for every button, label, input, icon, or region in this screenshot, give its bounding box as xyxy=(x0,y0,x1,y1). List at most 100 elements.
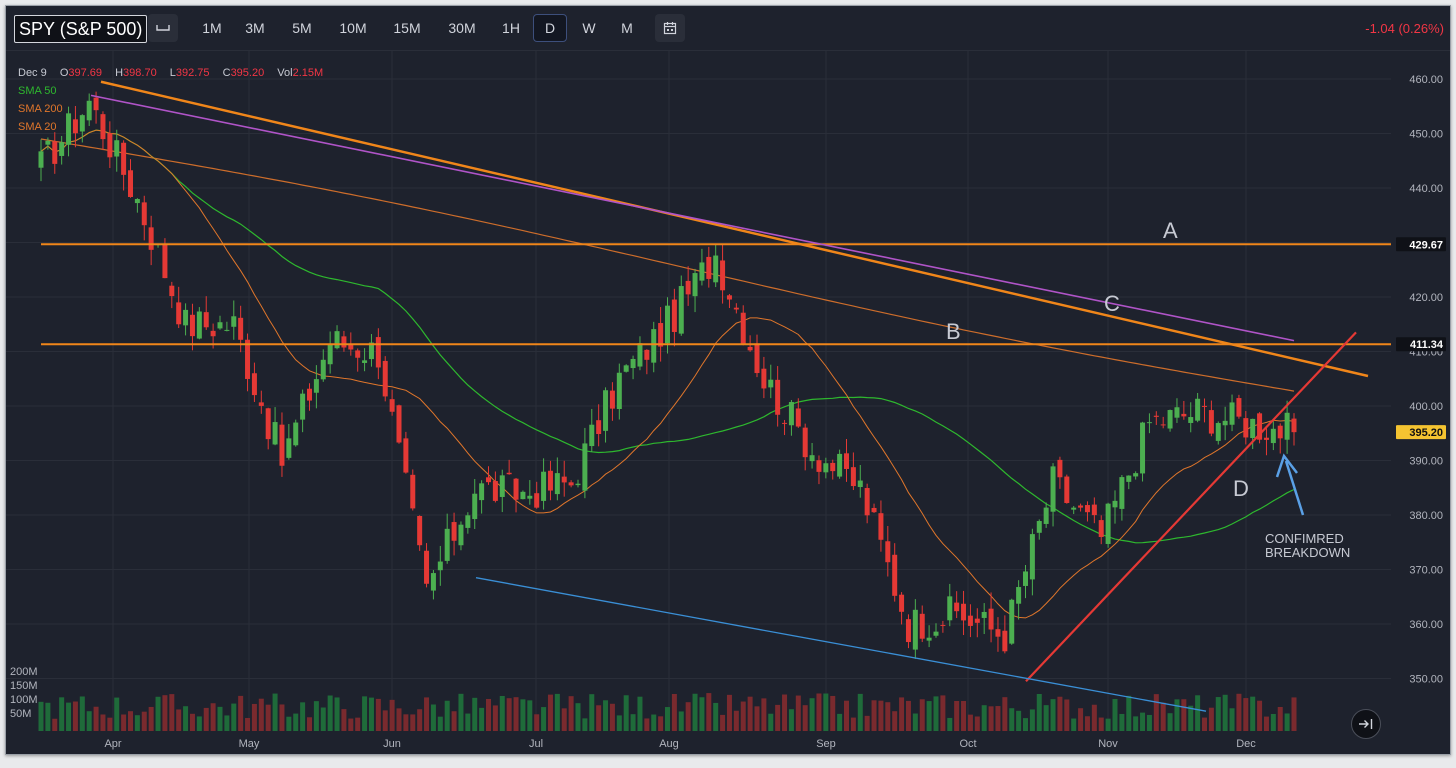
volume-bar xyxy=(823,693,829,731)
rising-support-trendline[interactable] xyxy=(1025,331,1357,682)
candle-body xyxy=(885,541,891,563)
volume-bar xyxy=(974,716,980,731)
date-range-button[interactable] xyxy=(655,14,685,42)
volume-bar xyxy=(589,694,595,731)
timeframe-30M[interactable]: 30M xyxy=(448,20,476,36)
candle-body xyxy=(1243,418,1249,438)
timeframe-W[interactable]: W xyxy=(582,20,596,36)
candle-body xyxy=(1250,418,1256,438)
volume-bar xyxy=(348,718,354,731)
candle-body xyxy=(1119,477,1125,509)
volume-bar xyxy=(582,718,588,731)
volume-bar xyxy=(196,716,202,731)
volume-bar xyxy=(541,707,547,731)
volume-bar xyxy=(1043,705,1049,731)
volume-bar xyxy=(802,705,808,731)
timeframe-D[interactable]: D xyxy=(533,14,567,42)
descending-purple-trendline[interactable] xyxy=(90,94,1295,342)
candle-body xyxy=(561,476,567,483)
volume-bar xyxy=(1277,706,1283,731)
candle-body xyxy=(541,471,547,501)
time-axis[interactable]: Apr May Jun Jul Aug Sep Oct Nov Dec xyxy=(104,738,1256,750)
volume-bar xyxy=(486,698,491,731)
volume-bar xyxy=(1250,696,1256,731)
candle-body xyxy=(1229,402,1235,425)
price-axis[interactable]: 460.00450.00440.00430.00420.00410.00400.… xyxy=(1409,74,1443,686)
candle-body xyxy=(389,399,395,412)
candle-body xyxy=(692,273,698,297)
candle-body xyxy=(189,314,195,337)
candle-body xyxy=(79,115,85,132)
volume-bar xyxy=(217,706,223,731)
volume-bar xyxy=(905,700,911,731)
candle-body xyxy=(527,495,533,499)
volume-bar xyxy=(107,717,113,731)
candle-body xyxy=(451,522,457,541)
candle-body xyxy=(430,573,436,591)
timeframe-M[interactable]: M xyxy=(621,20,633,36)
sma20-legend[interactable]: SMA 20 xyxy=(18,121,57,133)
timeframe-3M[interactable]: 3M xyxy=(245,20,265,36)
candle-body xyxy=(933,631,939,636)
volume-bar xyxy=(623,695,629,731)
descending-resistance-trendline[interactable] xyxy=(100,80,1369,378)
lower-channel-trendline[interactable] xyxy=(475,577,1207,712)
timeframe-10M[interactable]: 10M xyxy=(339,20,367,36)
candle-body xyxy=(809,455,815,462)
volume-bar xyxy=(933,696,939,731)
volume-bar xyxy=(1236,693,1242,731)
volume-bar xyxy=(403,714,409,731)
candle-body xyxy=(658,323,664,347)
volume-bar xyxy=(795,695,801,731)
volume-bar xyxy=(678,711,684,731)
volume-bar xyxy=(967,714,973,731)
volume-bar xyxy=(954,700,960,731)
volume-bar xyxy=(919,699,925,731)
candle-body xyxy=(1146,422,1152,424)
volume-bar xyxy=(1071,718,1077,731)
timeframe-1M[interactable]: 1M xyxy=(202,20,222,36)
sma200-legend[interactable]: SMA 200 xyxy=(18,103,63,115)
candle-body xyxy=(782,422,788,424)
underline-icon xyxy=(156,25,170,31)
candle-body xyxy=(547,470,553,491)
candle-body xyxy=(616,372,622,410)
candle-body xyxy=(1277,425,1283,439)
volume-bar xyxy=(334,697,340,731)
candle-body xyxy=(93,97,99,111)
volume-bar xyxy=(355,717,361,731)
ohlc-line: Dec 9 O397.69 H398.70 L392.75 C395.20 Vo… xyxy=(18,67,323,79)
candle-body xyxy=(582,443,588,491)
timeframe-15M[interactable]: 15M xyxy=(393,20,421,36)
scroll-to-realtime-button[interactable] xyxy=(1351,709,1381,739)
volume-bar xyxy=(630,714,636,731)
volume-bar xyxy=(1126,695,1132,731)
candle-body xyxy=(1263,437,1269,440)
volume-bar xyxy=(1050,699,1056,731)
timeframe-1H[interactable]: 1H xyxy=(502,20,520,36)
ohlc-legend: Dec 9 O397.69 H398.70 L392.75 C395.20 Vo… xyxy=(18,67,323,133)
candle-body xyxy=(1167,410,1173,429)
price-chart[interactable]: A B C D CONFIMRED BREAKDOWN Dec 9 O397.6… xyxy=(6,51,1450,754)
candle-body xyxy=(486,477,491,483)
candle-body xyxy=(967,615,973,626)
candle-body xyxy=(678,286,684,334)
volume-bar xyxy=(231,703,237,731)
compare-icon-button[interactable] xyxy=(148,14,178,42)
candle-body xyxy=(169,285,175,297)
sma50-legend[interactable]: SMA 50 xyxy=(18,85,57,97)
price-tick: 390.00 xyxy=(1409,456,1443,468)
volume-bar xyxy=(844,700,849,731)
candlesticks xyxy=(38,91,1297,659)
volume-bar xyxy=(1167,713,1173,731)
volume-bar xyxy=(1105,718,1111,731)
symbol-search[interactable]: SPY (S&P 500) xyxy=(14,15,148,43)
volume-bar xyxy=(238,695,244,731)
volume-bar xyxy=(658,716,664,731)
candle-body xyxy=(141,202,147,226)
volume-bar xyxy=(1222,694,1228,731)
candle-body xyxy=(554,473,560,495)
volume-bar xyxy=(981,705,987,731)
volume-bar xyxy=(375,698,381,731)
timeframe-5M[interactable]: 5M xyxy=(292,20,312,36)
